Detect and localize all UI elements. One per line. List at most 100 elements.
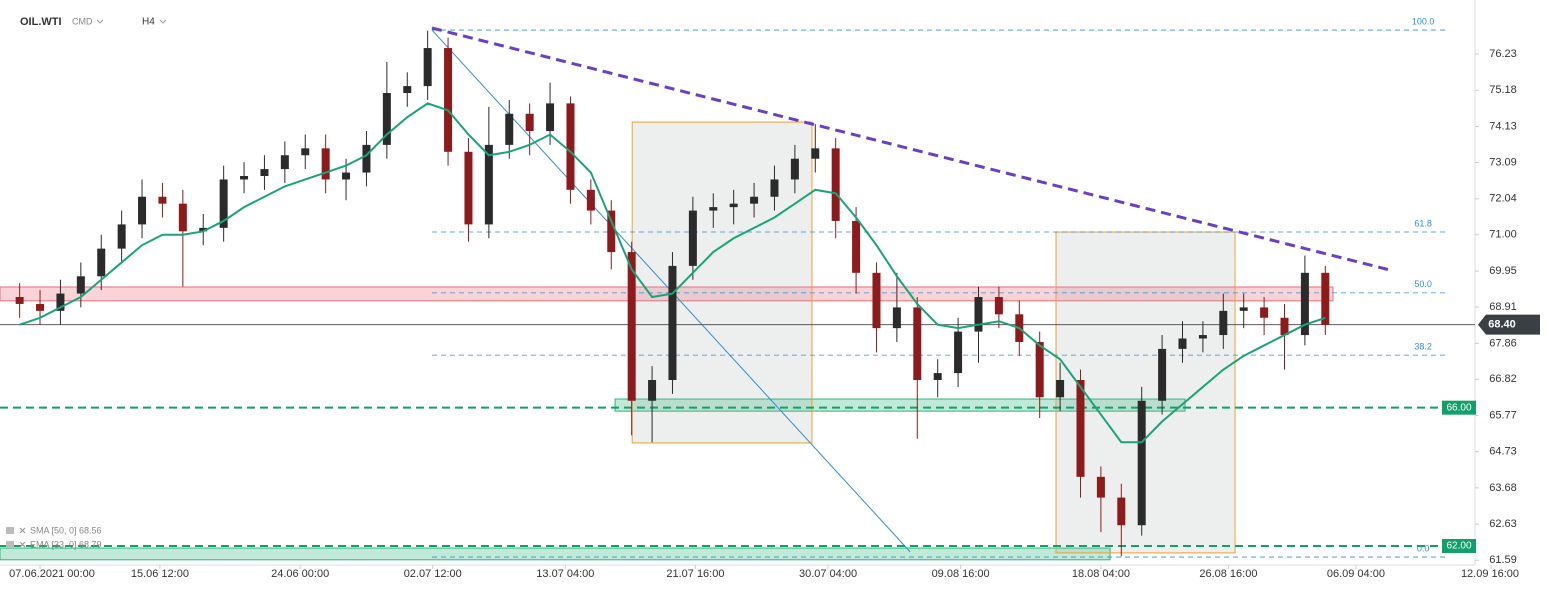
candle-body bbox=[586, 189, 595, 211]
candle-body bbox=[505, 113, 514, 145]
interval[interactable]: H4 bbox=[142, 17, 155, 28]
y-tick-label: 76.23 bbox=[1489, 48, 1517, 60]
candle-body bbox=[688, 210, 697, 266]
candle-body bbox=[872, 272, 881, 329]
y-tick-label: 74.13 bbox=[1489, 120, 1517, 132]
y-tick-label: 62.63 bbox=[1489, 518, 1517, 530]
range-box bbox=[631, 121, 813, 444]
candle-body bbox=[566, 103, 575, 190]
y-tick-label: 67.86 bbox=[1489, 337, 1517, 349]
x-tick-label: 02.07 12:00 bbox=[404, 568, 462, 580]
candle-body bbox=[1056, 380, 1065, 398]
legend-entry: EMA [33, 0] 68.79 bbox=[30, 539, 102, 549]
trendline bbox=[431, 26, 1391, 272]
candle-body bbox=[933, 373, 942, 381]
candle-body bbox=[199, 227, 208, 232]
candle-body bbox=[1321, 272, 1330, 325]
fib-label: 38.2 bbox=[1414, 341, 1432, 351]
legend-icon bbox=[6, 527, 14, 534]
candle-body bbox=[423, 48, 432, 87]
candle-body bbox=[811, 148, 820, 159]
candle-body bbox=[1280, 317, 1289, 336]
candle-body bbox=[36, 303, 45, 311]
y-tick-label: 66.82 bbox=[1489, 373, 1517, 385]
candle-body bbox=[1117, 497, 1126, 526]
x-tick-label: 18.08 04:00 bbox=[1072, 568, 1130, 580]
candle-body bbox=[648, 380, 657, 401]
y-tick-label: 65.77 bbox=[1489, 410, 1517, 422]
candle-body bbox=[729, 203, 738, 208]
candle-body bbox=[525, 113, 534, 132]
candle-body bbox=[1035, 341, 1044, 398]
x-tick-label: 15.06 12:00 bbox=[131, 568, 189, 580]
candle-body bbox=[1076, 380, 1085, 477]
y-tick-label: 71.00 bbox=[1489, 229, 1517, 241]
level-label: 62.00 bbox=[1446, 541, 1471, 552]
candle-body bbox=[301, 148, 310, 156]
legend-entry: SMA [50, 0] 68.56 bbox=[30, 525, 102, 535]
y-tick-label: 72.04 bbox=[1489, 193, 1517, 205]
candle-body bbox=[546, 103, 555, 132]
candle-body bbox=[362, 144, 371, 173]
candle-body bbox=[831, 148, 840, 221]
candle-body bbox=[790, 158, 799, 180]
candle-body bbox=[607, 210, 616, 253]
fib-label: 0.0 bbox=[1417, 543, 1430, 553]
last-price-tag bbox=[1478, 314, 1540, 335]
candle-body bbox=[260, 169, 269, 177]
candle-body bbox=[892, 307, 901, 329]
candle-body bbox=[97, 248, 106, 277]
candle-body bbox=[1219, 310, 1228, 336]
legend-close bbox=[19, 541, 26, 548]
candle-body bbox=[954, 331, 963, 374]
y-tick-label: 73.09 bbox=[1489, 156, 1517, 168]
candle-body bbox=[464, 151, 473, 225]
candle-body bbox=[219, 179, 228, 228]
candle-body bbox=[974, 297, 983, 332]
candle-body bbox=[1158, 348, 1167, 401]
legend-close bbox=[19, 527, 26, 534]
candle-body bbox=[342, 172, 351, 180]
last-price-label: 68.40 bbox=[1488, 319, 1516, 331]
candle-body bbox=[770, 179, 779, 197]
market-caret[interactable] bbox=[96, 19, 104, 24]
y-tick-label: 61.59 bbox=[1489, 554, 1517, 566]
fib-label: 50.0 bbox=[1414, 279, 1432, 289]
candle-body bbox=[709, 207, 718, 211]
candle-body bbox=[852, 220, 861, 273]
x-tick-label: 06.09 04:00 bbox=[1327, 568, 1385, 580]
candle-body bbox=[117, 224, 126, 249]
y-tick-label: 63.68 bbox=[1489, 482, 1517, 494]
candle-body bbox=[1137, 400, 1146, 526]
x-tick-label: 21.07 16:00 bbox=[666, 568, 724, 580]
y-tick-label: 68.91 bbox=[1489, 301, 1517, 313]
candle-body bbox=[138, 196, 147, 225]
x-tick-label: 30.07 04:00 bbox=[799, 568, 857, 580]
candle-body bbox=[382, 93, 391, 145]
candle-body bbox=[403, 86, 412, 94]
y-tick-label: 64.73 bbox=[1489, 445, 1517, 457]
candle-body bbox=[240, 176, 249, 180]
x-tick-label: 13.07 04:00 bbox=[536, 568, 594, 580]
ema-line bbox=[19, 102, 1326, 444]
candle-body bbox=[321, 148, 330, 180]
candle-body bbox=[444, 48, 453, 152]
candle-body bbox=[627, 252, 636, 401]
candle-body bbox=[1178, 338, 1187, 349]
candle-body bbox=[1096, 476, 1105, 498]
level-tag bbox=[1442, 400, 1476, 415]
y-tick-label: 75.18 bbox=[1489, 84, 1517, 96]
y-tick-label: 69.95 bbox=[1489, 265, 1517, 277]
candle-body bbox=[56, 293, 65, 311]
fib-label: 100.0 bbox=[1412, 16, 1435, 26]
candle-body bbox=[158, 196, 167, 204]
symbol[interactable]: OIL.WTI bbox=[20, 16, 62, 28]
x-tick-label: 12.09 16:00 bbox=[1461, 568, 1519, 580]
candle-body bbox=[1300, 272, 1309, 336]
market[interactable]: CMD bbox=[72, 16, 93, 26]
zone bbox=[0, 547, 1111, 561]
interval-caret[interactable] bbox=[159, 19, 167, 24]
candle-body bbox=[178, 203, 187, 232]
